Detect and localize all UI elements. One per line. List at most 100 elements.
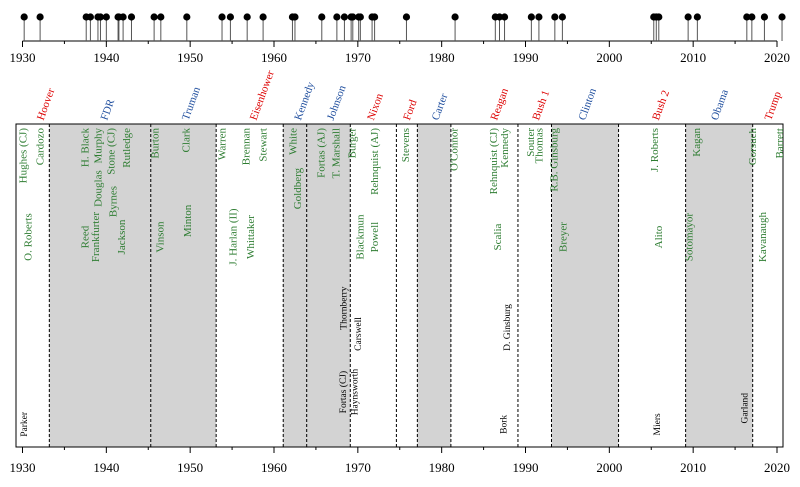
bottom-tick-label-1930: 1930 [10, 460, 36, 475]
presidency-shade-carter [417, 124, 451, 447]
event-dot-40 [655, 13, 663, 21]
justice-label-douglas: Douglas [92, 170, 104, 207]
top-tick-label-2010: 2010 [680, 50, 706, 65]
event-dot-46 [778, 13, 786, 21]
justice-label-souter: Souter [525, 128, 537, 157]
event-dot-30 [451, 13, 459, 21]
nominee-label-d-ginsburg: D. Ginsburg [503, 304, 513, 351]
nominee-label-fortas-cj: Fortas (CJ) [338, 371, 349, 414]
justice-label-vinson: Vinson [154, 221, 166, 253]
president-label-kennedy: Kennedy [292, 80, 317, 122]
bottom-tick-label-2010: 2010 [680, 460, 706, 475]
top-tick-label-1950: 1950 [177, 50, 203, 65]
justice-label-barrett: Barrett [774, 128, 786, 159]
event-dot-0 [20, 13, 28, 21]
justice-label-kennedy: Kennedy [499, 128, 511, 168]
president-label-hoover: Hoover [35, 86, 58, 121]
event-dot-36 [551, 13, 559, 21]
president-label-bush-2: Bush 2 [650, 89, 672, 122]
presidency-shading-layer [49, 124, 753, 447]
justice-label-j-harlan-ii: J. Harlan (II) [227, 208, 239, 265]
failed-nominee-labels: Parker Fortas (CJ) Haynsworth Thornberry Car… [20, 286, 750, 437]
justice-label-o-roberts: O. Roberts [23, 213, 35, 261]
president-label-eisenhower: Eisenhower [248, 69, 277, 122]
justice-label-kagan: Kagan [691, 128, 703, 157]
appointment-event-markers [20, 13, 786, 41]
event-dot-42 [693, 13, 701, 21]
presidency-shade-johnson [306, 124, 351, 447]
top-tick-label-1960: 1960 [261, 50, 287, 65]
event-dot-26 [356, 13, 364, 21]
bottom-tick-label-1960: 1960 [261, 460, 287, 475]
event-dot-15 [226, 13, 235, 21]
event-dot-29 [402, 13, 411, 21]
event-dot-12 [157, 13, 165, 21]
nominee-label-carswell: Carswell [354, 317, 364, 351]
nominee-label-parker: Parker [20, 411, 30, 437]
justice-label-byrnes: Byrnes [107, 186, 119, 217]
president-label-nixon: Nixon [365, 91, 386, 121]
president-label-trump: Trump [763, 90, 785, 122]
justice-labels: Hughes (CJ) Cardozo O. Roberts H. Black Murp… [18, 128, 786, 266]
event-dot-35 [535, 13, 543, 21]
justice-label-brennan: Brennan [241, 128, 253, 166]
president-label-reagan: Reagan [488, 86, 511, 122]
justice-label-clark: Clark [180, 128, 192, 153]
justice-label-white: White [288, 128, 300, 155]
presidency-divider-layer [48, 124, 754, 447]
event-dot-45 [760, 13, 769, 21]
justice-label-stewart: Stewart [257, 128, 269, 162]
presidency-shade-kennedy [283, 124, 307, 447]
nominee-label-garland: Garland [740, 393, 750, 424]
presidency-shade-obama [685, 124, 753, 447]
justice-label-cardozo: Cardozo [34, 128, 46, 166]
presidency-shade-truman [150, 124, 217, 447]
president-label-carter: Carter [430, 92, 451, 122]
justice-label-fortas-aj: Fortas (AJ) [315, 128, 327, 178]
event-dot-20 [318, 13, 326, 21]
event-dot-21 [333, 13, 341, 21]
nominee-label-thornberry: Thornberry [340, 286, 350, 330]
event-dot-19 [291, 13, 299, 21]
justice-label-breyer: Breyer [558, 222, 570, 252]
justice-label-sotomayor: Sotomayor [683, 213, 695, 262]
event-dot-22 [340, 13, 349, 21]
event-dot-9 [119, 13, 127, 21]
justice-label-kavanaugh: Kavanaugh [757, 212, 769, 263]
bottom-axis: 1930 1940 1950 1960 1970 1980 1990 2000 2010 2020 [10, 446, 790, 475]
bottom-tick-label-2020: 2020 [764, 460, 790, 475]
justice-label-frankfurter: Frankfurter [90, 212, 102, 262]
event-dot-28 [371, 13, 379, 21]
justice-label-jackson: Jackson [116, 219, 128, 254]
justice-label-alito: Alito [653, 225, 665, 248]
event-dot-1 [36, 13, 44, 21]
justice-label-whittaker: Whittaker [245, 215, 257, 259]
event-dot-33 [500, 13, 509, 21]
justice-label-blackmun: Blackmun [355, 214, 367, 260]
top-tick-label-2000: 2000 [596, 50, 622, 65]
top-axis: 1930 1940 1950 1960 1970 1980 1990 2000 2010 2020 [10, 40, 790, 65]
top-tick-label-2020: 2020 [764, 50, 790, 65]
president-label-ford: Ford [401, 98, 420, 122]
event-dot-3 [86, 13, 95, 21]
event-dot-14 [218, 13, 226, 21]
nominee-label-miers: Miers [653, 413, 663, 435]
justice-label-rehnquist-aj: Rehnquist (AJ) [369, 128, 381, 195]
event-dot-5 [96, 13, 105, 21]
justice-label-minton: Minton [182, 204, 194, 237]
justice-label-rehnquist-cj: Rehnquist (CJ) [488, 128, 500, 195]
justice-label-burger: Burger [346, 128, 358, 159]
justice-label-powell: Powell [369, 222, 381, 253]
bottom-tick-label-1980: 1980 [429, 460, 455, 475]
bottom-tick-label-1990: 1990 [513, 460, 539, 475]
event-dot-6 [102, 13, 110, 21]
justice-label-r-b-ginsburg: R.B. Ginsburg [548, 128, 560, 192]
event-dot-37 [558, 13, 566, 21]
bottom-tick-label-2000: 2000 [596, 460, 622, 475]
event-dot-13 [183, 13, 191, 21]
bottom-tick-label-1970: 1970 [345, 460, 371, 475]
presidency-shade-clinton [551, 124, 619, 447]
event-dot-11 [150, 13, 158, 21]
president-label-bush-1: Bush 1 [530, 89, 552, 122]
